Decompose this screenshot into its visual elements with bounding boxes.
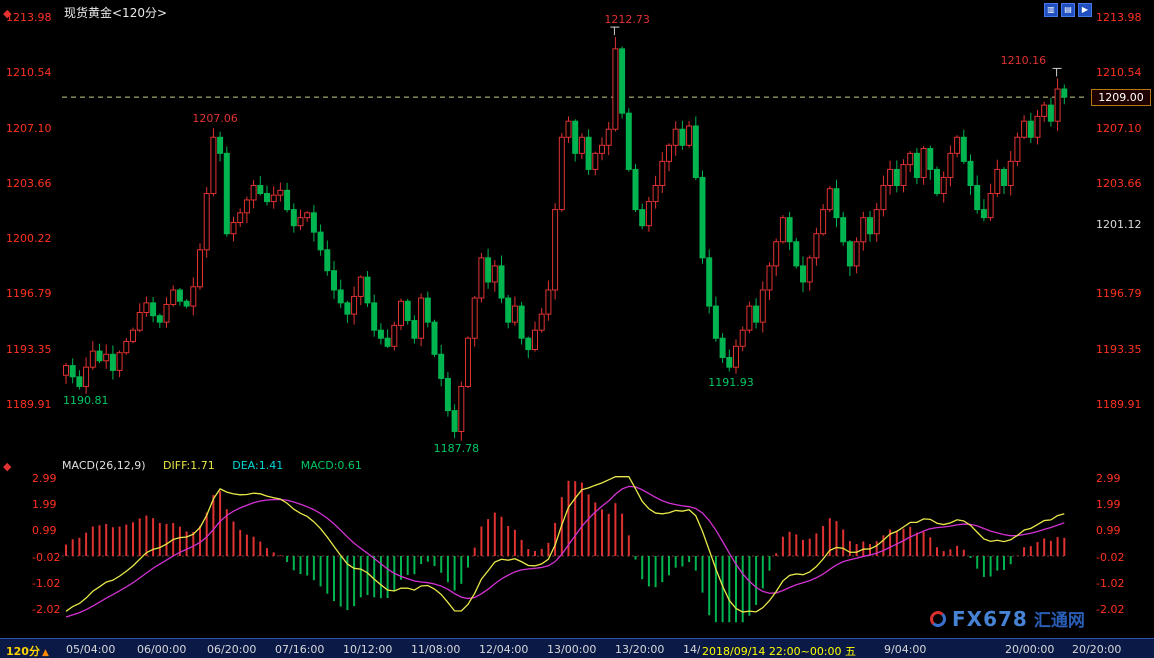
price-axis-label: 1203.66: [6, 176, 52, 190]
macd-diff-value: DIFF:1.71: [163, 459, 215, 472]
macd-dea-value: DEA:1.41: [232, 459, 284, 472]
watermark-site: 汇通网: [1033, 611, 1085, 631]
price-axis-label: 0.99: [1096, 524, 1121, 538]
chevron-up-icon: ▲: [41, 648, 49, 658]
watermark: FX678 汇通网: [930, 606, 1085, 631]
price-annotation: 1190.81: [63, 393, 109, 407]
price-axis-label: -2.02: [1096, 602, 1125, 616]
price-annotation: 1187.78: [433, 442, 480, 456]
interval-selector[interactable]: 120分 ▲: [6, 643, 49, 658]
price-annotation: 1210.16: [1000, 54, 1047, 68]
time-axis-bar: 120分 ▲ 05/04:00 06/00:00 06/20:00 07/16:00 10…: [0, 638, 1154, 658]
price-axis-label: -1.02: [32, 576, 61, 590]
time-axis-label: 20/00:00: [1005, 643, 1055, 656]
price-axis-label: 1210.54: [1096, 66, 1142, 80]
price-axis-label: 1200.22: [6, 232, 52, 246]
price-axis-label: -2.02: [32, 602, 61, 616]
time-axis-label: 13/00:00: [547, 643, 597, 656]
price-axis-label: 1213.98: [1096, 11, 1142, 24]
price-axis-label: 1196.79: [1096, 287, 1142, 301]
time-axis-label: 13/20:00: [615, 643, 665, 656]
price-axis-label: 2.99: [1096, 472, 1121, 486]
price-axis-label: -0.02: [32, 550, 61, 564]
price-axis-label: 1203.66: [1096, 176, 1142, 190]
time-axis-label: 11/08:00: [411, 643, 461, 656]
price-axis-label: 0.99: [32, 524, 57, 538]
marker-icon: ◆: [3, 460, 12, 473]
price-axis-label: 1207.10: [6, 121, 52, 135]
macd-hist-value: MACD:0.61: [300, 459, 362, 472]
price-axis-label: 1189.91: [1096, 397, 1142, 411]
price-axis-label: 1.99: [32, 498, 57, 512]
watermark-brand: FX678: [952, 606, 1028, 631]
time-axis-label: 9/04:00: [884, 643, 927, 656]
macd-header: MACD(26,12,9) DIFF:1.71 DEA:1.41 MACD:0.…: [62, 459, 376, 472]
forward-icon[interactable]: ▶: [1078, 3, 1092, 17]
price-axis-label: 1196.79: [6, 287, 52, 301]
price-axis-label: -0.02: [1096, 550, 1125, 564]
price-axis-label: 1189.91: [6, 397, 52, 411]
price-axis-label: 1210.54: [6, 66, 52, 80]
time-axis-label: 06/00:00: [137, 643, 187, 656]
current-price-box: 1209.00: [1091, 89, 1151, 106]
dea-line: [65, 485, 1065, 618]
fx678-logo-icon: [930, 610, 946, 627]
chart-toolbar: ▥ ▤ ▶: [1044, 3, 1092, 17]
price-axis-label: 1.99: [1096, 498, 1121, 512]
marker-icon: ◆: [3, 7, 12, 20]
macd-title: MACD(26,12,9): [62, 459, 146, 472]
time-axis-label: 12/04:00: [479, 643, 529, 656]
interval-label: 120分: [6, 645, 40, 658]
price-annotation: 1191.93: [708, 375, 754, 389]
time-axis-label: 07/16:00: [275, 643, 325, 656]
price-axis-label: 1207.10: [1096, 121, 1142, 135]
price-annotation: 1207.06: [192, 112, 238, 126]
diff-line: [65, 476, 1065, 613]
price-axis-label: 1201.12: [1096, 217, 1142, 231]
price-annotation: 1212.73: [604, 13, 650, 27]
time-axis-label: 10/12:00: [343, 643, 393, 656]
price-axis-label: 1193.35: [1096, 342, 1142, 356]
chart-title: 现货黄金<120分>: [64, 6, 168, 20]
current-candle-time: 2018/09/14 22:00~00:00 五: [700, 643, 859, 658]
price-axis-label: 1213.98: [6, 11, 52, 24]
time-axis-label: 20/20:00: [1072, 643, 1122, 656]
price-axis-label: 2.99: [32, 472, 57, 486]
grid-chart-icon[interactable]: ▥: [1044, 3, 1058, 17]
time-axis-label: 05/04:00: [66, 643, 116, 656]
price-axis-label: -1.02: [1096, 576, 1125, 590]
panel-chart-icon[interactable]: ▤: [1061, 3, 1075, 17]
price-axis-label: 1193.35: [6, 342, 52, 356]
time-axis-label: 06/20:00: [207, 643, 257, 656]
